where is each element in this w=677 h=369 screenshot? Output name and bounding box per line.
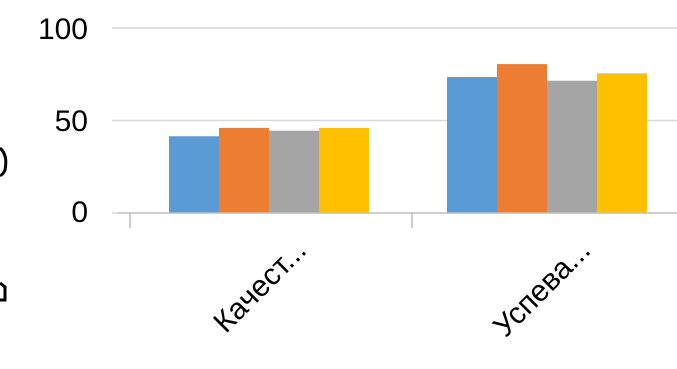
- bars: [169, 64, 647, 214]
- cropped-edge-glyph: [0, 146, 8, 177]
- bar: [219, 127, 269, 213]
- y-axis-tick-labels: 0 50 100: [38, 13, 88, 229]
- bar: [269, 130, 319, 213]
- bar: [497, 64, 547, 213]
- y-tick-label: 100: [38, 13, 88, 46]
- bar: [547, 80, 597, 213]
- bar: [169, 136, 219, 213]
- bar: [319, 127, 369, 213]
- x-axis: [112, 27, 677, 228]
- bar: [447, 77, 497, 214]
- x-category-label: Качест...: [207, 234, 313, 340]
- bar: [597, 73, 647, 213]
- x-axis-category-labels: Качест... Успева...: [207, 234, 597, 344]
- y-tick-label: 0: [71, 196, 88, 229]
- y-tick-label: 50: [55, 105, 88, 138]
- cropped-edge-glyph: [0, 281, 7, 302]
- x-category-label: Успева...: [487, 234, 597, 344]
